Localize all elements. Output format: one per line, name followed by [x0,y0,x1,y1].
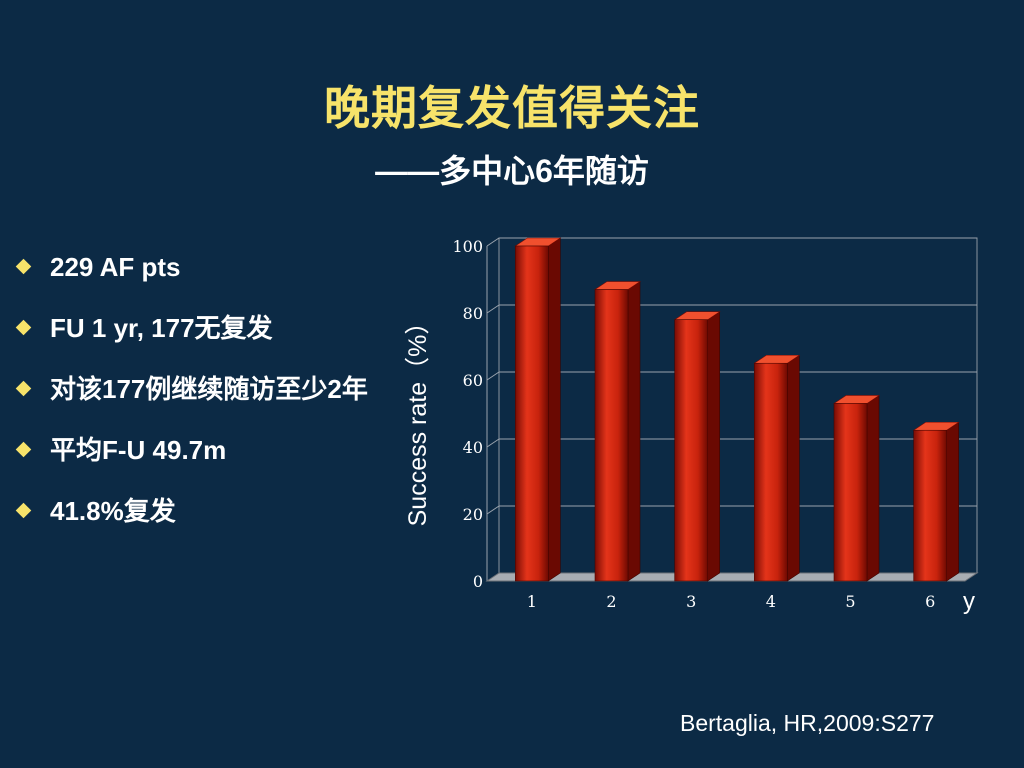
x-tick-label: 4 [766,592,776,611]
bar-side-face [946,421,959,582]
bullet-text: 对该177例继续随访至少2年 [50,374,368,404]
gridline-diagonal [486,237,500,247]
bar-side-face [707,311,720,582]
gridline-diagonal [486,505,500,515]
bar-front-face [674,319,708,582]
bullet-item: 平均F-U 49.7m [14,433,394,467]
x-tick-label: 5 [845,592,855,611]
bullet-item: 对该177例继续随访至少2年 [14,372,394,406]
x-tick-label: 6 [925,592,935,611]
y-tick-label: 80 [463,304,483,323]
x-axis-label: y [963,588,975,615]
bar-front-face [913,429,947,582]
y-tick-label: 20 [463,505,483,524]
bullet-item: FU 1 yr, 177无复发 [14,311,394,345]
plot-back-wall [498,237,978,574]
y-tick-label: 100 [452,237,483,256]
bar-front-face [515,245,549,582]
bullet-list: 229 AF pts FU 1 yr, 177无复发 对该177例继续随访至少2… [14,250,394,555]
bullet-text: 229 AF pts [50,252,181,282]
y-tick-label: 40 [463,438,483,457]
gridline-diagonal [486,371,500,381]
slide-subtitle: ——多中心6年随访 [375,153,649,189]
bar-front-face [594,289,629,582]
bar [912,421,960,582]
gridline-diagonal [486,304,500,314]
bar [514,237,562,582]
bullet-text: 41.8%复发 [50,496,176,526]
x-tick-label: 3 [686,592,696,611]
bar-side-face [627,280,641,582]
bullet-text: FU 1 yr, 177无复发 [50,313,273,343]
slide-title: 晚期复发值得关注 [324,82,700,134]
bar-front-face [754,362,788,582]
y-tick-label: 0 [473,572,483,591]
gridline-diagonal [486,438,500,448]
x-tick-label: 1 [527,592,537,611]
x-tick-label: 2 [606,592,616,611]
bar-front-face [833,403,868,582]
bar-side-face [787,354,800,582]
bar [833,394,880,582]
bar [594,280,641,582]
bar [753,354,801,582]
bullet-text: 平均F-U 49.7m [50,435,227,465]
bar-side-face [866,394,880,582]
bar-side-face [548,237,561,582]
chart-floor [485,572,979,582]
source-citation: Bertaglia, HR,2009:S277 [680,710,935,736]
bullet-item: 41.8%复发 [14,494,394,528]
y-tick-label: 60 [463,371,483,390]
bar [673,311,721,582]
bullet-item: 229 AF pts [14,250,394,284]
